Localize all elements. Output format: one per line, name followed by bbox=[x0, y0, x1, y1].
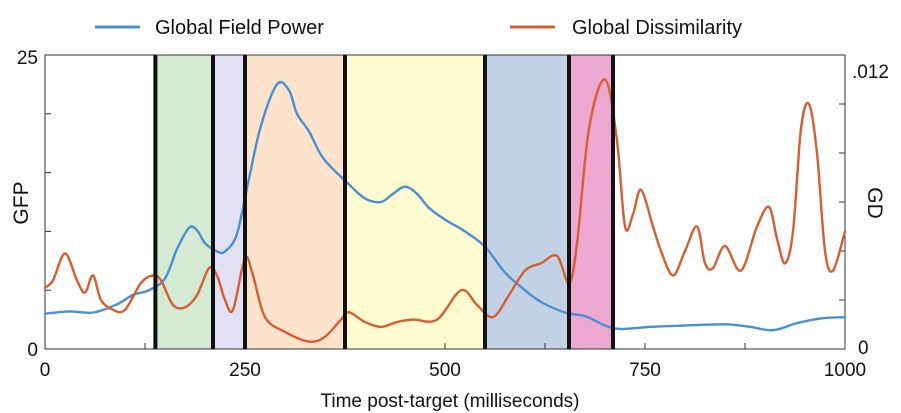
y-right-tick-label-top: .012 bbox=[852, 62, 889, 83]
x-tick-label: 500 bbox=[429, 360, 461, 381]
segment-band bbox=[155, 55, 213, 349]
segment-band bbox=[245, 55, 345, 349]
y-left-tick-label-top: 25 bbox=[17, 48, 38, 69]
legend-label-gfp: Global Field Power bbox=[155, 17, 324, 39]
segment-bands bbox=[155, 55, 613, 349]
segment-band bbox=[485, 55, 569, 349]
segment-band bbox=[569, 55, 613, 349]
x-tick-label: 1000 bbox=[824, 360, 866, 381]
y-left-tick-label-bottom: 0 bbox=[27, 340, 38, 361]
segment-boundaries bbox=[153, 55, 615, 349]
segment-band bbox=[345, 55, 485, 349]
x-tick-label: 250 bbox=[229, 360, 261, 381]
y-axis-label-left: GFP bbox=[10, 181, 33, 224]
series-line-global-field-power bbox=[43, 80, 847, 332]
legend: Global Field Power Global Dissimilarity bbox=[95, 17, 742, 39]
y-axis-label-right: GD bbox=[863, 187, 886, 219]
x-axis-label: Time post-target (milliseconds) bbox=[320, 391, 579, 412]
axis-ticks bbox=[44, 54, 846, 350]
legend-label-gd: Global Dissimilarity bbox=[572, 17, 742, 39]
segment-band bbox=[213, 55, 245, 349]
x-tick-label: 750 bbox=[629, 360, 661, 381]
x-tick-label: 0 bbox=[40, 360, 51, 381]
y-right-tick-label-bottom: 0 bbox=[858, 338, 869, 359]
